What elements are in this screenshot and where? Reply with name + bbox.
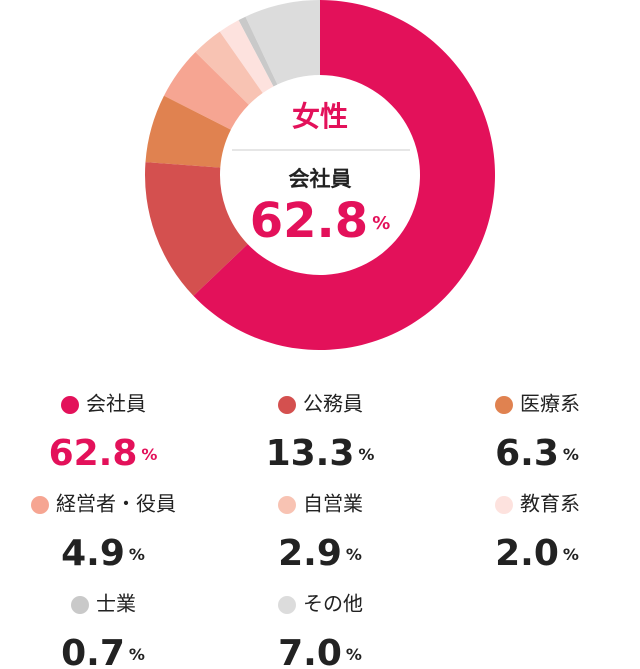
legend-label: 医療系 <box>520 392 580 416</box>
legend-dot <box>31 496 49 514</box>
donut-slice <box>193 0 495 351</box>
legend-label: 公務員 <box>303 392 363 416</box>
value-label: 4.9% <box>61 533 145 574</box>
donut-slice <box>219 20 274 94</box>
legend-label: 士業 <box>96 592 136 616</box>
legend-label: 経営者・役員 <box>56 492 176 516</box>
value-label: 7.0% <box>278 633 362 669</box>
legend-dot <box>278 596 296 614</box>
legend-label: 自営業 <box>303 492 363 516</box>
center-value: 62.8% <box>250 193 390 249</box>
value-label: 13.3% <box>266 433 375 474</box>
donut-slice <box>195 31 263 105</box>
legend-label: 教育系 <box>520 492 580 516</box>
value-label: 6.3% <box>495 433 579 474</box>
chart-title: 女性 <box>292 100 348 133</box>
legend-label: その他 <box>303 592 363 616</box>
value-label: 2.9% <box>278 533 362 574</box>
legend-dot <box>495 396 513 414</box>
donut-slice <box>245 0 320 85</box>
value-label: 2.0% <box>495 533 579 574</box>
donut-slice <box>238 16 278 87</box>
legend-dot <box>278 396 296 414</box>
legend-dot <box>71 596 89 614</box>
donut-slice <box>145 162 248 296</box>
donut-slice <box>163 52 249 130</box>
donut-slice <box>145 95 231 168</box>
legend-label: 会社員 <box>86 392 146 416</box>
value-label: 62.8% <box>49 433 158 474</box>
legend-dot <box>278 496 296 514</box>
legend-dot <box>61 396 79 414</box>
legend-dot <box>495 496 513 514</box>
center-category: 会社員 <box>289 167 352 191</box>
value-label: 0.7% <box>61 633 145 669</box>
